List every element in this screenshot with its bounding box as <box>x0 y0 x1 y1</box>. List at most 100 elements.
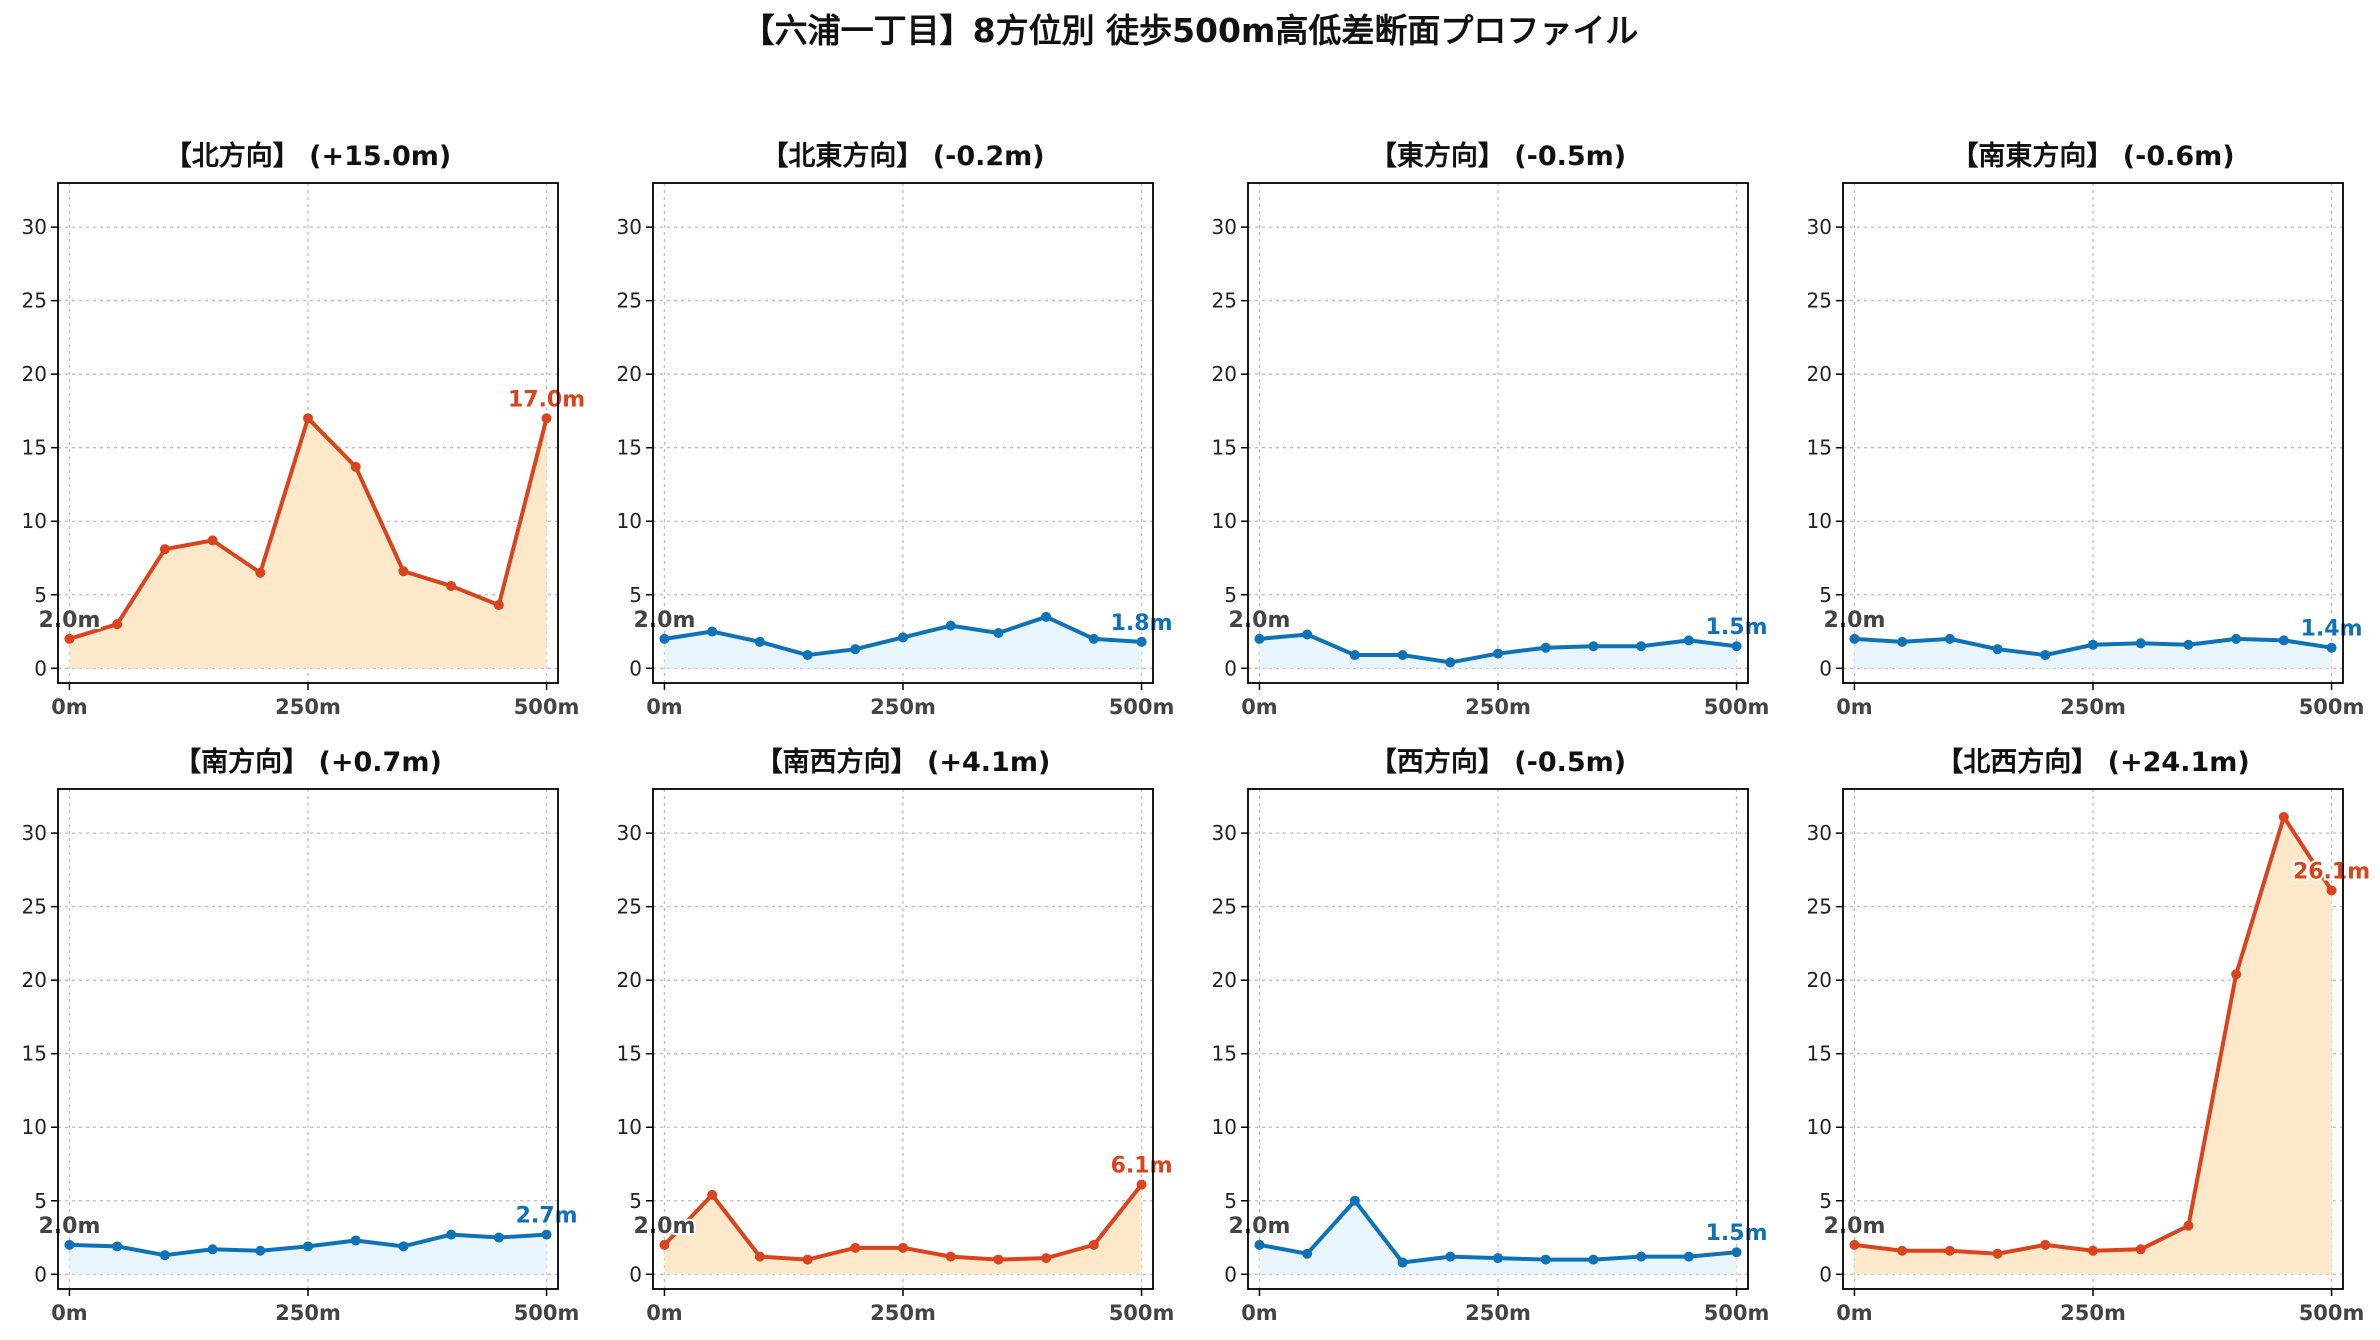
x-tick-label: 0m <box>51 695 88 719</box>
y-tick-label: 0 <box>1224 656 1237 680</box>
x-tick-label: 500m <box>2299 1301 2365 1325</box>
y-tick-label: 30 <box>1807 821 1832 845</box>
y-tick-label: 25 <box>1807 895 1832 919</box>
data-point <box>1636 641 1647 652</box>
data-point <box>2326 885 2337 896</box>
x-tick-label: 500m <box>514 1301 580 1325</box>
end-label: 17.0m <box>508 387 585 412</box>
y-tick-label: 10 <box>1212 509 1237 533</box>
data-point <box>707 1189 718 1200</box>
y-tick-label: 0 <box>629 1262 642 1286</box>
chart-panel: 【北西方向】 (+24.1m) 2.0m 26.1m 0 5 10 15 20 25 30 0m 25… <box>1807 746 2373 1325</box>
data-point <box>1731 1247 1742 1258</box>
data-point <box>398 1241 409 1252</box>
data-point <box>1254 633 1265 644</box>
data-point <box>1493 1253 1503 1264</box>
data-point <box>898 1242 908 1253</box>
data-point <box>1493 648 1503 659</box>
data-point <box>1897 1245 1908 1256</box>
start-label: 2.0m <box>633 1214 695 1239</box>
data-point <box>112 619 123 630</box>
data-point <box>64 633 75 644</box>
y-tick-label: 25 <box>617 895 642 919</box>
figure-title: 【六浦一丁目】8方位別 徒歩500m高低差断面プロファイル <box>742 11 1639 50</box>
chart-panel: 【南東方向】 (-0.6m) 2.0m 1.4m 0 5 10 15 20 25 30 0m 250m… <box>1807 140 2365 719</box>
data-point <box>303 413 313 424</box>
panel-title: 【南方向】 (+0.7m) <box>174 746 442 778</box>
data-point <box>1041 1253 1052 1264</box>
x-tick-label: 0m <box>1836 695 1873 719</box>
y-tick-label: 20 <box>1212 362 1237 386</box>
data-point <box>1944 633 1955 644</box>
data-point <box>1992 1248 2003 1259</box>
data-point <box>207 535 218 546</box>
x-tick-label: 0m <box>1241 695 1278 719</box>
data-point <box>2135 1244 2146 1255</box>
end-label: 1.4m <box>2301 617 2363 642</box>
data-point <box>945 1251 956 1262</box>
data-point <box>1136 636 1147 647</box>
y-tick-label: 5 <box>1819 583 1832 607</box>
data-point <box>398 566 409 577</box>
x-tick-label: 0m <box>1241 1301 1278 1325</box>
y-tick-label: 5 <box>629 1189 642 1213</box>
y-tick-label: 10 <box>22 509 47 533</box>
data-point <box>659 633 670 644</box>
y-tick-label: 30 <box>1212 821 1237 845</box>
data-point <box>2278 635 2289 646</box>
panel-title: 【南東方向】 (-0.6m) <box>1951 140 2234 172</box>
end-label: 1.5m <box>1706 1221 1768 1246</box>
data-point <box>1636 1251 1647 1262</box>
panel-title: 【北方向】 (+15.0m) <box>165 140 451 172</box>
y-tick-label: 0 <box>1819 1262 1832 1286</box>
x-tick-label: 0m <box>646 1301 683 1325</box>
data-point <box>255 567 266 578</box>
area-fill <box>664 1184 1142 1275</box>
x-tick-label: 500m <box>1704 1301 1770 1325</box>
area-fill <box>664 616 1142 669</box>
data-point <box>2278 811 2289 822</box>
chart-panel: 【北東方向】 (-0.2m) 2.0m 1.8m 0 5 10 15 20 25 30 0m 250m… <box>617 140 1175 719</box>
y-tick-label: 25 <box>22 895 47 919</box>
panel-title: 【北東方向】 (-0.2m) <box>761 140 1044 172</box>
x-tick-label: 250m <box>870 1301 936 1325</box>
y-tick-label: 15 <box>22 1042 47 1066</box>
y-tick-label: 30 <box>22 821 47 845</box>
data-point <box>1849 633 1860 644</box>
data-point <box>1088 633 1099 644</box>
data-point <box>207 1244 218 1255</box>
data-point <box>2183 1220 2194 1231</box>
start-label: 2.0m <box>633 608 695 633</box>
data-point <box>1397 650 1408 661</box>
y-tick-label: 5 <box>34 1189 47 1213</box>
x-tick-label: 250m <box>2060 1301 2126 1325</box>
y-tick-label: 30 <box>1212 215 1237 239</box>
y-tick-label: 15 <box>1212 436 1237 460</box>
y-tick-label: 30 <box>22 215 47 239</box>
data-point <box>993 628 1004 638</box>
data-point <box>446 580 457 591</box>
data-point <box>1041 611 1052 622</box>
panel-title: 【東方向】 (-0.5m) <box>1370 140 1626 172</box>
chart-panel: 【西方向】 (-0.5m) 2.0m 1.5m 0 5 10 15 20 25 30 0m 250m 5… <box>1212 746 1770 1325</box>
data-point <box>493 1232 504 1243</box>
data-point <box>1397 1257 1408 1268</box>
data-point <box>802 650 813 661</box>
x-tick-label: 500m <box>1109 1301 1175 1325</box>
x-tick-label: 250m <box>275 695 341 719</box>
panel-title: 【南西方向】 (+4.1m) <box>756 746 1051 778</box>
start-label: 2.0m <box>38 1214 100 1239</box>
data-point <box>541 413 552 424</box>
data-point <box>255 1245 266 1256</box>
panel-title: 【西方向】 (-0.5m) <box>1370 746 1626 778</box>
data-point <box>1302 629 1313 640</box>
data-point <box>1540 642 1551 653</box>
data-point <box>350 1235 361 1246</box>
y-tick-label: 5 <box>1224 1189 1237 1213</box>
data-point <box>802 1254 813 1265</box>
y-tick-label: 20 <box>1807 968 1832 992</box>
data-point <box>1944 1245 1955 1256</box>
data-point <box>541 1229 552 1240</box>
x-tick-label: 500m <box>2299 695 2365 719</box>
